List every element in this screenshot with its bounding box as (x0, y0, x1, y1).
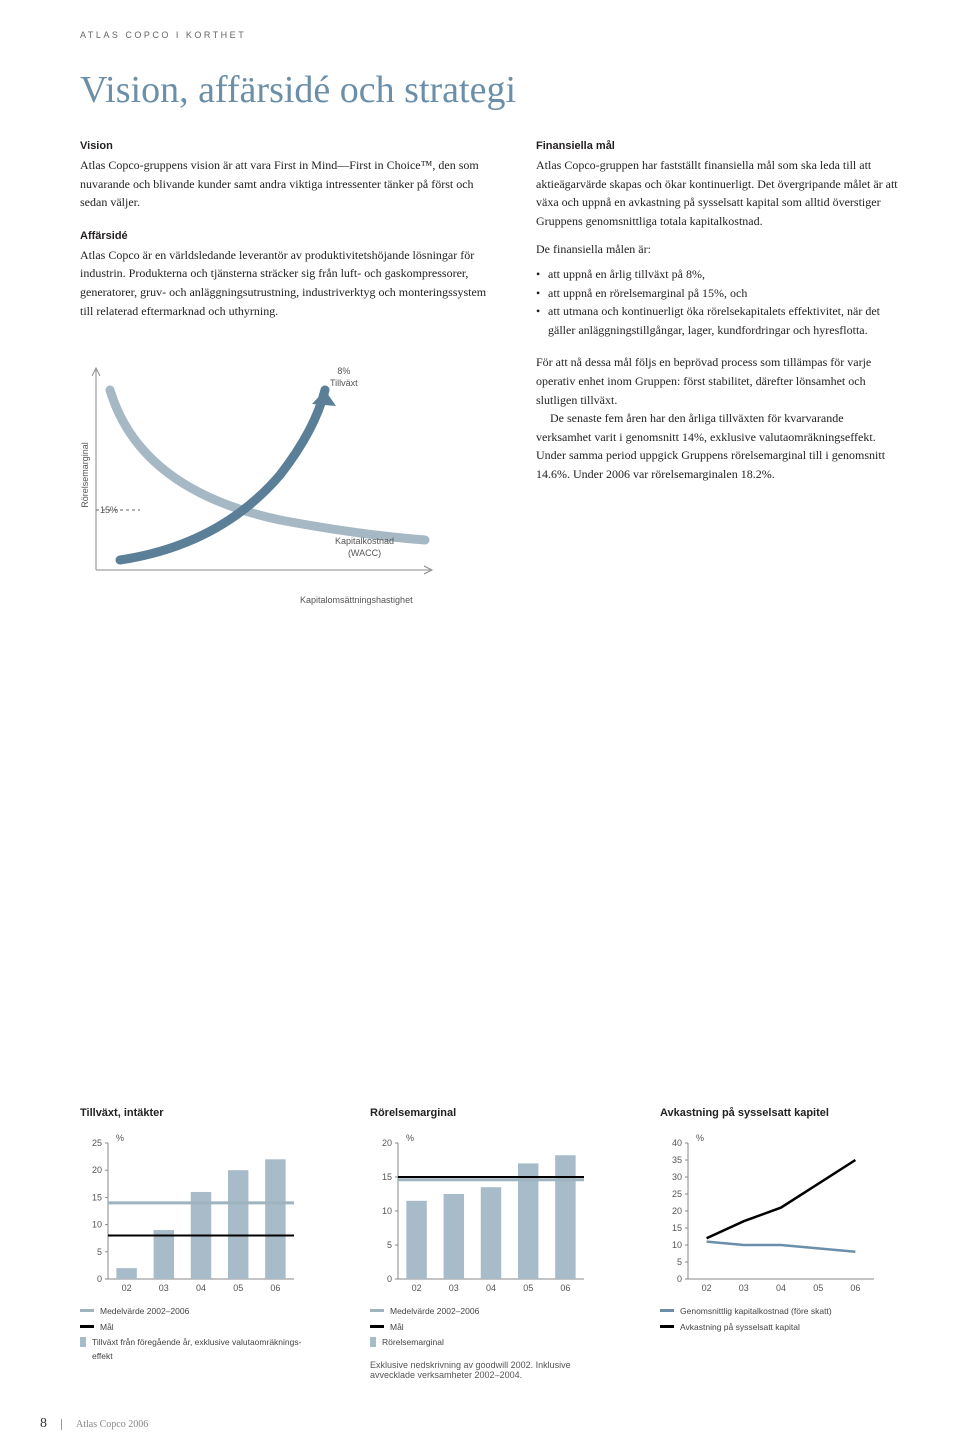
svg-text:15: 15 (92, 1193, 102, 1203)
svg-text:02: 02 (412, 1283, 422, 1293)
legend-text: Mål (100, 1321, 114, 1335)
legend-text: Genomsnittlig kapitalkostnad (före skatt… (680, 1305, 832, 1319)
financial-body-1: Atlas Copco-gruppen har fastställt finan… (536, 156, 900, 230)
margin-chart-title: Rörelsemarginal (370, 1107, 610, 1119)
svg-text:5: 5 (677, 1257, 682, 1267)
strategy-diagram: Rörelsemarginal 15% 8% Tillväxt Kapitalk… (80, 360, 500, 590)
main-columns: Vision Atlas Copco-gruppens vision är at… (80, 140, 900, 590)
svg-text:10: 10 (672, 1240, 682, 1250)
svg-text:04: 04 (486, 1283, 496, 1293)
svg-text:25: 25 (672, 1189, 682, 1199)
svg-text:%: % (116, 1133, 124, 1143)
diagram-ylabel: Rörelsemarginal (80, 442, 90, 508)
svg-text:05: 05 (523, 1283, 533, 1293)
legend-text: Mål (390, 1321, 404, 1335)
roce-chart: %05101520253035400203040506 (660, 1129, 880, 1299)
column-right: Finansiella mål Atlas Copco-gruppen har … (536, 140, 900, 590)
goal-item: att utmana och kontinuerligt öka rörelse… (536, 302, 900, 339)
growth-chart-block: Tillväxt, intäkter %05101520250203040506… (80, 1107, 320, 1380)
svg-text:04: 04 (196, 1283, 206, 1293)
legend-text: Avkastning på sysselsatt kapital (680, 1321, 800, 1335)
svg-text:%: % (406, 1133, 414, 1143)
svg-text:06: 06 (850, 1283, 860, 1293)
charts-row: Tillväxt, intäkter %05101520250203040506… (80, 1107, 900, 1380)
svg-text:15: 15 (672, 1223, 682, 1233)
goals-list: att uppnå en årlig tillväxt på 8%, att u… (536, 265, 900, 339)
svg-text:25: 25 (92, 1138, 102, 1148)
affarside-head: Affärsidé (80, 230, 500, 242)
svg-text:20: 20 (92, 1165, 102, 1175)
margin-chart-block: Rörelsemarginal %051015200203040506 Mede… (370, 1107, 610, 1380)
svg-text:5: 5 (97, 1247, 102, 1257)
svg-text:5: 5 (387, 1240, 392, 1250)
page-number: 8 (40, 1416, 47, 1432)
svg-text:40: 40 (672, 1138, 682, 1148)
svg-text:03: 03 (449, 1283, 459, 1293)
diagram-growth-label: 8% Tillväxt (330, 366, 358, 389)
svg-text:0: 0 (387, 1274, 392, 1284)
affarside-body: Atlas Copco är en världsledande leverant… (80, 246, 500, 320)
margin-legend: Medelvärde 2002–2006 Mål Rörelsemarginal (370, 1305, 610, 1350)
svg-text:10: 10 (382, 1206, 392, 1216)
svg-text:04: 04 (776, 1283, 786, 1293)
goal-item: att uppnå en årlig tillväxt på 8%, (536, 265, 900, 284)
svg-text:30: 30 (672, 1172, 682, 1182)
svg-text:0: 0 (97, 1274, 102, 1284)
legend-text: Medelvärde 2002–2006 (390, 1305, 479, 1319)
page-title: Vision, affärsidé och strategi (80, 68, 900, 112)
legend-text: Rörelsemarginal (382, 1336, 444, 1350)
financial-head: Finansiella mål (536, 140, 900, 152)
svg-text:02: 02 (702, 1283, 712, 1293)
vision-head: Vision (80, 140, 500, 152)
roce-chart-title: Avkastning på sysselsatt kapitel (660, 1107, 900, 1119)
svg-text:15: 15 (382, 1172, 392, 1182)
svg-text:0: 0 (677, 1274, 682, 1284)
svg-text:20: 20 (672, 1206, 682, 1216)
svg-text:05: 05 (813, 1283, 823, 1293)
growth-legend: Medelvärde 2002–2006 Mål Tillväxt från f… (80, 1305, 320, 1363)
growth-chart: %05101520250203040506 (80, 1129, 300, 1299)
diagram-wacc-label: Kapitalkostnad (WACC) (335, 536, 394, 559)
margin-chart: %051015200203040506 (370, 1129, 590, 1299)
goals-intro: De finansiella målen är: (536, 240, 900, 259)
footer: 8 Atlas Copco 2006 (40, 1416, 148, 1432)
svg-text:05: 05 (233, 1283, 243, 1293)
financial-body-2: För att nå dessa mål följs en beprövad p… (536, 353, 900, 409)
svg-text:06: 06 (560, 1283, 570, 1293)
financial-body-3: De senaste fem åren har den årliga tillv… (536, 409, 900, 483)
svg-text:35: 35 (672, 1155, 682, 1165)
roce-chart-block: Avkastning på sysselsatt kapitel %051015… (660, 1107, 900, 1380)
goal-item: att uppnå en rörelsemarginal på 15%, och (536, 284, 900, 303)
svg-text:%: % (696, 1133, 704, 1143)
svg-text:03: 03 (739, 1283, 749, 1293)
svg-text:03: 03 (159, 1283, 169, 1293)
diagram-fifteen: 15% (100, 505, 118, 515)
roce-legend: Genomsnittlig kapitalkostnad (före skatt… (660, 1305, 900, 1334)
legend-text: Tillväxt från föregående år, exklusive v… (92, 1336, 320, 1363)
svg-text:06: 06 (270, 1283, 280, 1293)
diagram-xlabel: Kapitalomsättningshastighet (300, 595, 413, 605)
goodwill-note: Exklusive nedskrivning av goodwill 2002.… (370, 1360, 610, 1380)
growth-chart-title: Tillväxt, intäkter (80, 1107, 320, 1119)
svg-text:02: 02 (122, 1283, 132, 1293)
header-label: ATLAS COPCO I KORTHET (80, 30, 900, 40)
column-left: Vision Atlas Copco-gruppens vision är at… (80, 140, 500, 590)
legend-text: Medelvärde 2002–2006 (100, 1305, 189, 1319)
vision-body: Atlas Copco-gruppens vision är att vara … (80, 156, 500, 212)
footer-text: Atlas Copco 2006 (61, 1419, 148, 1430)
svg-text:20: 20 (382, 1138, 392, 1148)
svg-text:10: 10 (92, 1220, 102, 1230)
